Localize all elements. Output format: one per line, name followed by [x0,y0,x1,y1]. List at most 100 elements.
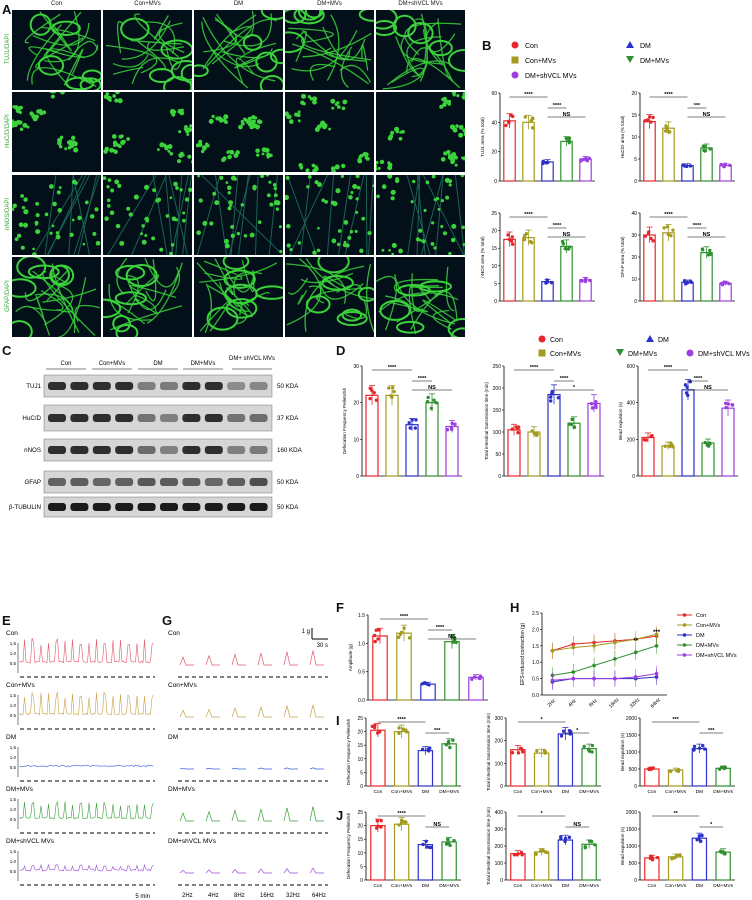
data-point [522,234,527,238]
data-point [511,114,515,119]
neuron-dot [387,175,393,179]
micrograph-tile [376,175,465,255]
neuron-dot [412,179,416,184]
sig-label: *** [694,103,701,109]
data-point [410,418,414,422]
neuron-dot [108,98,112,102]
data-point [682,279,687,283]
trace-label: Con [6,630,18,637]
neuron-dot [114,98,119,103]
data-point [643,234,648,238]
fiber [288,27,334,44]
data-point [372,633,377,638]
blot-band [115,414,134,422]
trace-line [179,869,194,874]
bar [644,768,660,787]
fiber [432,309,453,330]
series-line [552,645,657,676]
neuron-dot [52,201,57,207]
neuron-dot [448,251,452,255]
trace-line [179,812,194,822]
panel-e-traces: Con 0.5 1.0 1.5 Con+MVs 0.5 1.0 1.5 DM 0.5 1.0 1.5 D… [6,630,155,900]
neuron-dot [38,110,44,116]
neuron-dot [32,247,35,251]
fiber [46,48,85,87]
micrograph-drawing [376,267,465,337]
blot-band [115,382,134,390]
neuron-dot [388,249,391,252]
neuron-dot [18,222,24,228]
fiber [131,175,167,255]
neuron-dot [451,152,457,157]
y-tick-label: 100 [495,761,504,767]
fiber [146,41,185,51]
neuron-dot [275,200,281,206]
data-point [594,400,598,404]
x-tick-label: Con+MVs [391,789,413,795]
blot-band [137,478,156,486]
neuron-dot [312,250,317,255]
fiber [196,175,221,255]
neuron-dot [167,149,171,153]
sig-label: * [576,728,579,734]
bar [510,749,526,787]
micrograph-tile [103,175,192,255]
neuron-dot [67,140,73,146]
ganglion-outline [447,48,465,72]
fiber [33,175,83,255]
data-point [582,744,586,749]
trace-label: Con+MVs [168,682,197,689]
data-point [718,849,723,853]
micrograph-drawing [285,175,374,255]
neuron-dot [437,207,441,211]
micrograph-tile [194,257,283,337]
neuron-dot [379,159,385,165]
blot-band [182,478,201,486]
y-tick-label: 0 [634,784,637,790]
bar [405,424,419,477]
neuron-dot [67,145,72,150]
bar [643,120,656,182]
fiber [378,292,459,313]
trace-y-tick: 0.5 [10,661,17,666]
micrograph-tile [194,10,283,90]
neuron-dot [435,197,440,201]
neuron-dot [152,188,157,193]
blot-band [249,382,268,390]
neuron-dot [314,180,319,185]
neuron-dot [297,119,301,123]
neuron-dot [117,183,122,188]
data-point [703,149,707,153]
data-point [370,388,374,393]
data-point [445,428,450,432]
neuron-dot [289,247,293,252]
data-point [668,769,673,773]
blot-band [70,478,89,486]
blot-band [115,478,134,486]
fiber [344,301,368,320]
neuron-dot [177,159,182,164]
data-point [516,852,520,856]
scale-bar-label: 30 s [317,643,328,649]
ganglion-outline [206,306,239,331]
data-point [397,731,401,736]
ganglion-outline [259,74,283,90]
neuron-dot [151,236,156,241]
blot-band [48,414,66,422]
lane-label: Con [60,361,71,367]
data-point [692,744,697,749]
neuron-dot [343,240,347,244]
neuron-dot [159,142,165,148]
data-point [645,118,650,122]
neuron-dot [330,200,335,205]
legend-label: Con+MVs [550,351,581,358]
data-point [582,157,586,162]
data-point [424,839,428,843]
neuron-dot [273,193,278,198]
data-point [375,819,380,823]
neuron-dot [342,99,348,105]
neuron-dot [391,242,397,249]
neuron-dot [430,242,435,246]
micrograph-drawing [12,175,101,255]
data-point [450,635,454,639]
